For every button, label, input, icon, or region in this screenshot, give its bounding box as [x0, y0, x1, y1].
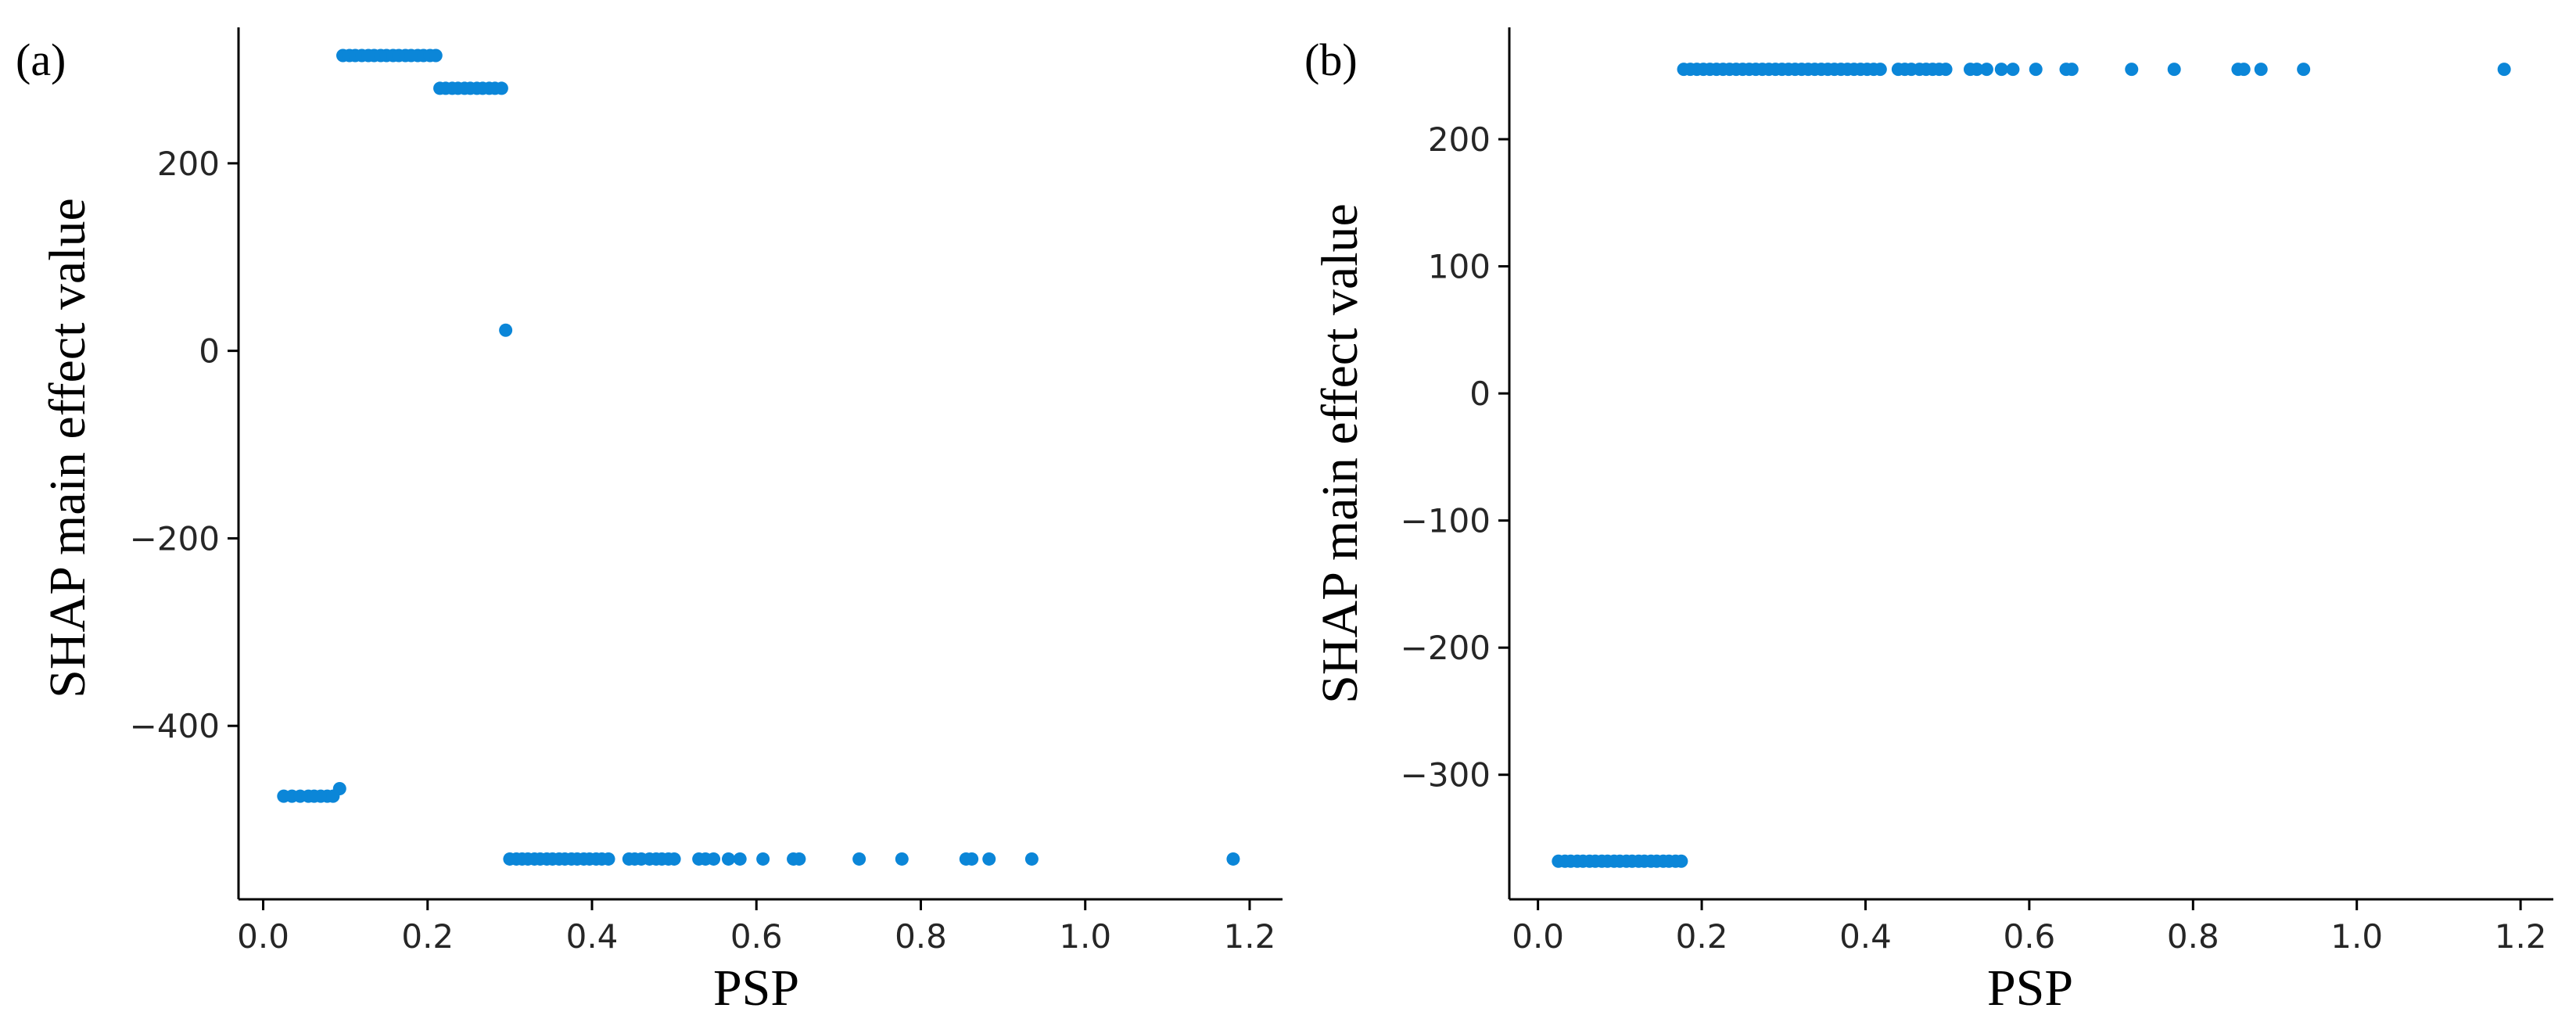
data-point: [1024, 852, 1039, 866]
x-tick-label: 0.8: [895, 917, 947, 956]
x-tick-label: 0.4: [566, 917, 619, 956]
x-tick-label: 1.2: [1224, 917, 1276, 956]
data-point: [1994, 63, 2008, 77]
x-tick-label: 0.2: [1676, 917, 1728, 956]
y-tick-label: 200: [1428, 120, 1491, 159]
panel-a-axes: 0.0 0.2 0.4 0.6 0.8 1.0 1.2 −400 −200 0 200: [130, 27, 1283, 956]
panel-a-label: (a): [16, 34, 66, 85]
y-tick-label: −400: [130, 707, 220, 745]
panel-b-y-axis-title: SHAP main effect value: [1311, 203, 1369, 704]
y-tick-label: −100: [1401, 502, 1491, 540]
data-point: [2006, 63, 2020, 77]
y-tick-label: −200: [1401, 629, 1491, 667]
panel-b-points: [1552, 63, 2511, 868]
panel-b: (b) SHAP main effect value PSP 0.0 0.2 0.4…: [1304, 27, 2553, 1017]
x-tick-label: 1.0: [1059, 917, 1111, 956]
x-tick-label: 1.0: [2330, 917, 2383, 956]
data-point: [1674, 854, 1688, 868]
y-tick-label: 0: [199, 332, 220, 371]
data-point: [332, 782, 346, 796]
data-point: [1970, 63, 1984, 77]
data-point: [965, 852, 979, 866]
data-point: [2237, 63, 2251, 77]
y-tick-label: 0: [1469, 375, 1491, 413]
data-point: [2029, 63, 2043, 77]
data-point: [733, 852, 747, 866]
data-point: [756, 852, 770, 866]
data-point: [1873, 63, 1887, 77]
data-point: [2254, 63, 2268, 77]
x-tick-label: 0.0: [1512, 917, 1564, 956]
panel-a-points: [277, 48, 1240, 866]
x-tick-label: 0.4: [1839, 917, 1892, 956]
data-point: [601, 852, 615, 866]
data-point: [722, 852, 736, 866]
x-tick-label: 1.2: [2495, 917, 2547, 956]
data-point: [2167, 63, 2181, 77]
data-point: [2497, 63, 2511, 77]
x-tick-label: 0.2: [401, 917, 454, 956]
data-point: [792, 852, 806, 866]
x-tick-label: 0.6: [2003, 917, 2055, 956]
data-point: [895, 852, 909, 866]
y-tick-label: −300: [1401, 756, 1491, 795]
data-point: [494, 81, 508, 95]
data-point: [852, 852, 866, 866]
data-point: [429, 48, 443, 63]
data-point: [1226, 852, 1240, 866]
x-tick-label: 0.8: [2167, 917, 2219, 956]
panel-b-axes: 0.0 0.2 0.4 0.6 0.8 1.0 1.2 −300 −200 −100 0 100 200: [1401, 27, 2553, 956]
data-point: [707, 852, 721, 866]
data-point: [1979, 63, 1993, 77]
y-tick-label: 200: [157, 145, 220, 183]
panel-b-label: (b): [1304, 34, 1358, 85]
data-point: [667, 852, 681, 866]
x-tick-label: 0.6: [730, 917, 783, 956]
data-point: [499, 323, 513, 337]
panel-a-x-axis-title: PSP: [713, 960, 799, 1017]
panel-b-x-axis-title: PSP: [1987, 960, 2073, 1017]
y-tick-label: 100: [1428, 248, 1491, 286]
x-tick-label: 0.0: [237, 917, 289, 956]
data-point: [982, 852, 996, 866]
panel-a: (a) SHAP main effect value PSP 0.0 0.2 0.4…: [16, 27, 1283, 1017]
y-tick-label: −200: [130, 519, 220, 558]
data-point: [2297, 63, 2311, 77]
data-point: [2125, 63, 2139, 77]
data-point: [2065, 63, 2079, 77]
data-point: [1939, 63, 1953, 77]
panel-a-y-axis-title: SHAP main effect value: [39, 198, 96, 698]
